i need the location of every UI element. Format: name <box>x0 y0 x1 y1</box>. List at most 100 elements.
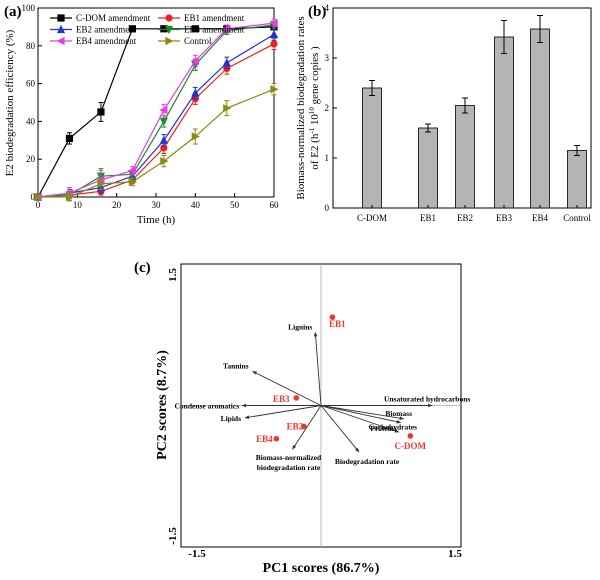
panel-c-loading-arrow <box>252 370 322 406</box>
panel-a-legend: C-DOM amendment EB1 amendment EB2 amendmen… <box>50 13 245 46</box>
panel-a-legend-label: Control <box>184 36 212 46</box>
panel-a-legend-marker <box>57 14 65 22</box>
panel-a-x-axis-title: Time (h) <box>137 214 176 226</box>
panel-a-series-eb4-amendment <box>33 18 278 202</box>
panel-c-x-tick-min: -1.5 <box>188 548 206 560</box>
panel-a-y-tick-label: 60 <box>26 79 36 89</box>
panel-c-score-label: EB4 <box>256 434 273 444</box>
panel-c-loading-arrow <box>244 405 322 419</box>
panel-a-point-control <box>34 192 43 202</box>
panel-a-point-c-dom-amendment <box>128 25 136 33</box>
panel-b-bar-group-eb1: EB1 <box>418 123 438 223</box>
panel-c-score-eb4: EB4 <box>256 434 280 444</box>
panel-a-point-control <box>97 179 106 188</box>
panel-c-score-eb2: EB2 <box>287 421 307 431</box>
panel-c-score-c-dom: C-DOM <box>395 433 427 451</box>
panel-a-point-eb2-amendment <box>222 58 231 67</box>
panel-c-score-point <box>329 314 336 320</box>
panel-c-loading-label: Carbohydrates <box>369 423 417 432</box>
panel-b-bar-group-eb2: EB2 <box>455 97 475 223</box>
panel-a-y-tick-label: 0 <box>31 192 36 202</box>
panel-c-loading-label: Biodegradation rate <box>335 457 400 466</box>
panel-c-score-point <box>301 423 307 430</box>
panel-a-line-control <box>38 88 275 198</box>
panel-c-loading-tannins: Tannins <box>223 361 322 406</box>
panel-a-legend-label: EB3 amendment <box>184 25 245 35</box>
panel-c-loading-arrow <box>320 405 402 424</box>
panel-c-loading-carbohydrates: Carbohydrates <box>320 405 417 432</box>
panel-a-x-tick-label: 30 <box>152 200 162 210</box>
panel-b-bar-chart: (b) 0 1 2 3 4 C-DOM EB1 EB2 EB3 EB4 Control Bioma… <box>295 3 592 223</box>
panel-c-score-label: EB2 <box>287 421 304 431</box>
panel-a-point-eb2-amendment <box>159 135 168 144</box>
panel-c-loading-label: Lipids <box>221 414 242 423</box>
panel-c-loading-arrow <box>320 405 360 453</box>
panel-a-x-tick-label: 40 <box>191 200 201 210</box>
panel-a-point-eb2-amendment <box>191 88 200 97</box>
panel-a-point-control <box>160 156 169 166</box>
panel-b-y-tick-label: 0 <box>325 203 330 213</box>
panel-c-score-eb3: EB3 <box>273 394 300 404</box>
panel-c-pca-biplot: (c) Lignins Tannins Condense aromatics Lipi… <box>134 260 470 576</box>
panel-a-legend-label: EB1 amendment <box>184 13 245 23</box>
panel-a-legend-marker <box>56 24 66 34</box>
panel-b-bar-eb1 <box>418 127 438 209</box>
panel-a-y-axis-title: E2 biodegradation efficiency (%) <box>4 29 16 176</box>
panel-c-loading-biodegradation-rate: Biodegradation rate <box>320 405 400 466</box>
panel-a-point-eb3-amendment <box>159 117 168 126</box>
panel-a-y-tick-label: 40 <box>26 116 36 126</box>
panel-c-loading-label: Lignins <box>288 322 312 331</box>
panel-a-point-c-dom-amendment <box>97 108 105 116</box>
panel-b-bar-group-control: Control <box>563 145 591 223</box>
panel-b-y-tick-label: 4 <box>325 3 330 13</box>
panel-b-x-tick-label: EB1 <box>420 213 436 223</box>
panel-c-loading-label: Biomass <box>385 409 412 418</box>
panel-b-bar-c-dom <box>362 87 382 209</box>
panel-b-x-tick-label: EB3 <box>496 213 513 223</box>
panel-a-y-tick-label: 80 <box>26 41 36 51</box>
panel-a-point-eb4-amendment <box>269 19 278 28</box>
panel-b-bar-group-eb4: EB4 <box>530 15 550 223</box>
panel-c-y-tick-max: 1.5 <box>167 268 179 282</box>
panel-a-legend-label: EB2 amendment <box>76 25 137 35</box>
panel-c-loading-label: Unsaturated hydrocarbons <box>384 395 470 404</box>
panel-c-score-point <box>293 395 300 401</box>
panel-b-bar-group-eb3: EB3 <box>494 20 514 223</box>
panel-c-loading-label: Condense aromatics <box>174 402 239 411</box>
panel-b-bar-eb3 <box>494 36 514 209</box>
panel-c-score-label: EB3 <box>273 394 290 404</box>
panel-a-label: (a) <box>4 4 22 20</box>
panel-c-loading-arrow <box>313 331 322 406</box>
panel-c-x-tick-max: 1.5 <box>448 548 462 560</box>
panel-a-point-eb4-amendment <box>159 105 168 115</box>
panel-b-y-tick-label: 1 <box>325 153 330 163</box>
panel-a-legend-label: EB4 amendment <box>76 36 137 46</box>
panel-a-point-control <box>223 104 232 113</box>
panel-b-y-tick-label: 2 <box>325 103 330 113</box>
panel-c-label: (c) <box>134 260 151 276</box>
panel-a-series-eb1-amendment <box>34 37 278 201</box>
panel-a-point-eb4-amendment <box>190 56 199 66</box>
panel-c-y-axis-title: PC2 scores (8.7%) <box>155 350 170 460</box>
panel-c-loading-arrow <box>320 405 400 433</box>
panel-c-loading-label: Tannins <box>223 361 249 370</box>
panel-b-bar-control <box>567 150 587 209</box>
panel-b-x-tick-label: Control <box>563 213 591 223</box>
panel-a-line-c-dom-amendment <box>37 26 275 198</box>
panel-a-point-control <box>270 85 279 94</box>
panel-b-x-tick-label: C-DOM <box>357 213 387 223</box>
panel-a-y-tick-label: 100 <box>22 3 36 13</box>
panel-a-line-eb4-amendment <box>37 22 275 198</box>
panel-c-loading-lipids: Lipids <box>221 405 322 423</box>
panel-c-score-point <box>273 435 280 442</box>
panel-b-label: (b) <box>308 4 326 20</box>
panel-c-loading-arrow <box>292 405 322 450</box>
panel-a-point-control <box>191 132 200 141</box>
panel-a-point-c-dom-amendment <box>160 25 168 33</box>
panel-a-series-control <box>34 83 279 202</box>
panel-b-bar-eb2 <box>455 105 475 209</box>
panel-a-line-chart: (a) 0 10 20 30 40 50 60 0 20 40 60 80 100 C-DOM amen… <box>4 3 279 226</box>
panel-a-legend-marker <box>165 36 174 46</box>
panel-c-y-tick-min: -1.5 <box>167 527 179 545</box>
panel-a-series-eb2-amendment <box>33 28 279 201</box>
